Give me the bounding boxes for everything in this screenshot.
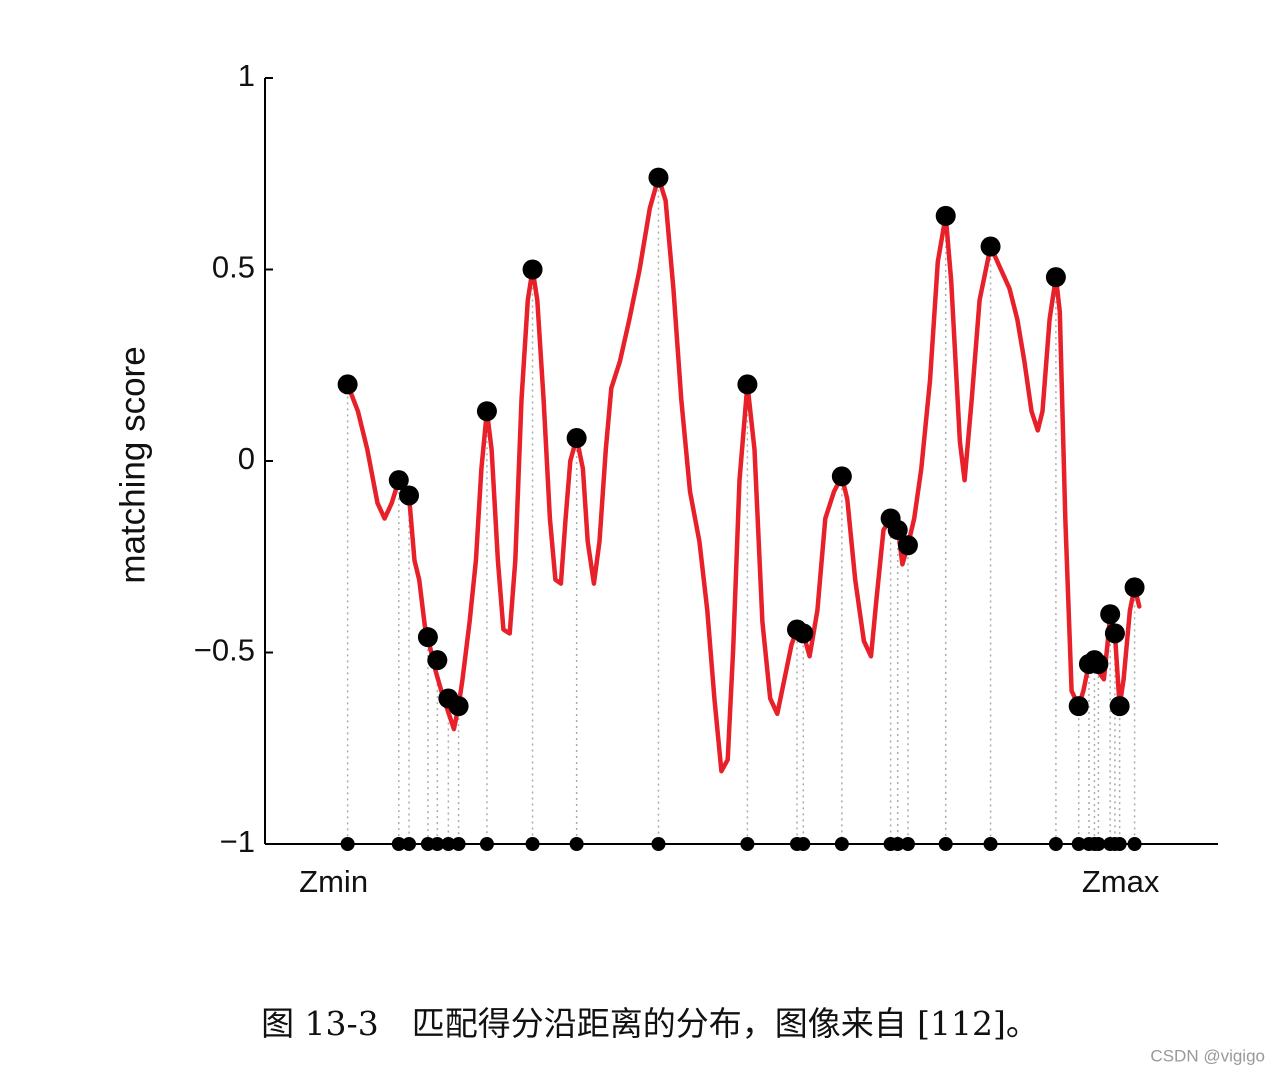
axis-dot [983, 837, 998, 851]
axis-dot [1112, 837, 1127, 851]
peak-marker [737, 374, 758, 395]
peak-marker [897, 535, 918, 556]
axis-dot [451, 837, 466, 851]
axis-dot [340, 837, 355, 851]
axis-dot [1071, 837, 1086, 851]
peak-marker [980, 236, 1001, 257]
axis-dot [1127, 837, 1142, 851]
peak-marker [935, 205, 956, 226]
axis-dot [569, 837, 584, 851]
peak-marker [831, 466, 852, 487]
y-tick-label: 0 [238, 441, 255, 476]
peak-marker [417, 627, 438, 648]
axis-dot [740, 837, 755, 851]
peak-marker [337, 374, 358, 395]
watermark: CSDN @vigigo [1150, 1046, 1265, 1065]
axis-dot [402, 837, 417, 851]
peak-marker [1068, 696, 1089, 717]
axis-dot [525, 837, 540, 851]
peak-marker [566, 428, 587, 449]
y-tick-label: −0.5 [194, 633, 255, 668]
axis-dot [834, 837, 849, 851]
peak-marker [399, 485, 420, 506]
peak-marker [476, 401, 497, 422]
peak-marker [1100, 604, 1121, 625]
score-line [345, 175, 1142, 774]
peak-marker [1045, 267, 1066, 288]
x-tick-label: Zmin [299, 864, 368, 899]
axis-dot [938, 837, 953, 851]
peak-marker [1088, 653, 1109, 674]
axis-dot [441, 837, 456, 851]
peak-marker [648, 167, 669, 188]
axis-dot [796, 837, 811, 851]
peak-marker [388, 470, 409, 491]
caption: 图 13-3 匹配得分沿距离的分布，图像来自 [112]。 [261, 1004, 1039, 1043]
peak-marker [887, 519, 908, 540]
y-axis-label: matching score [113, 346, 152, 583]
axis-dot [391, 837, 406, 851]
axis-dot [1091, 837, 1106, 851]
axis-dot [890, 837, 905, 851]
y-tick-label: 0.5 [212, 250, 255, 285]
y-tick-label: 1 [238, 58, 255, 93]
peak-marker [1104, 623, 1125, 644]
peak-marker [522, 259, 543, 280]
x-tick-label: Zmax [1082, 864, 1160, 899]
peak-marker [793, 623, 814, 644]
axis-dot [651, 837, 666, 851]
axis-dot [430, 837, 445, 851]
y-tick-label: −1 [220, 824, 255, 859]
axis-dot [900, 837, 915, 851]
peak-marker [448, 696, 469, 717]
axis-dot [1048, 837, 1063, 851]
peak-marker [1109, 696, 1130, 717]
peak-marker [1124, 577, 1145, 598]
axis-dot [479, 837, 494, 851]
peak-marker [427, 650, 448, 671]
